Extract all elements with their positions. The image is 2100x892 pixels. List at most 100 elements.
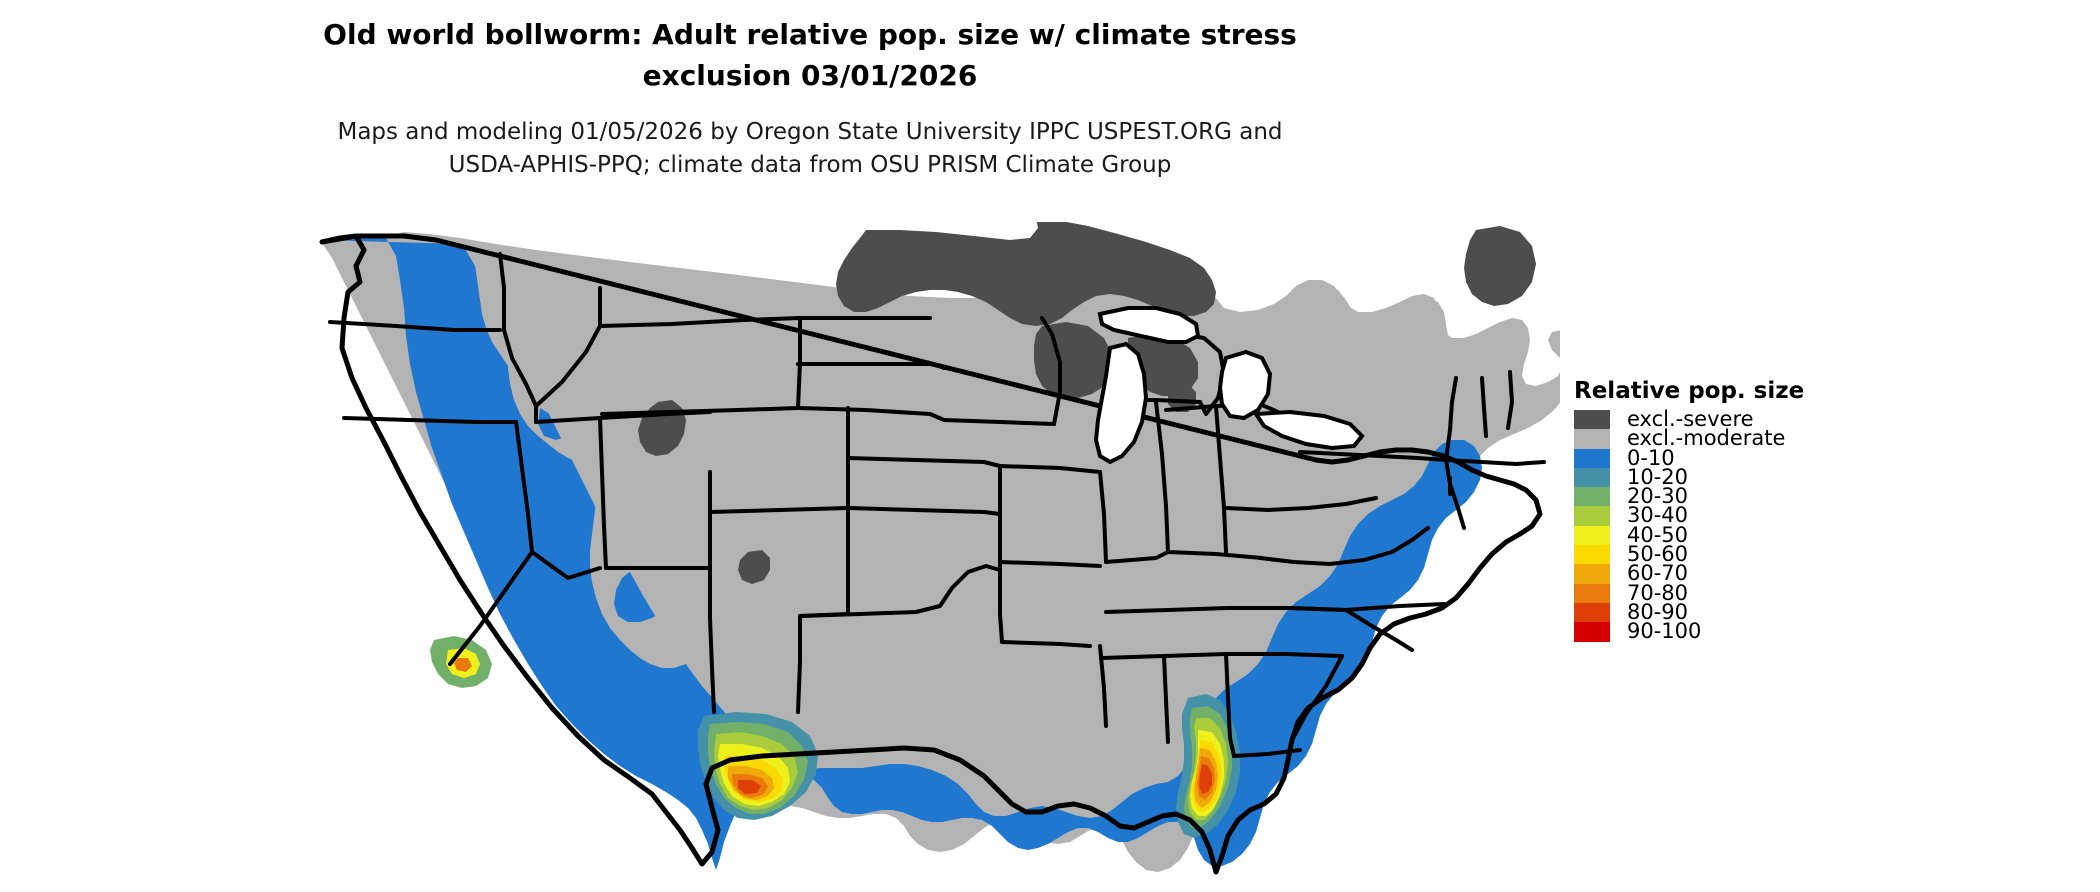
boundary-nc-va [1288, 602, 1446, 612]
boundary-ks-ok [846, 506, 1002, 516]
legend-entry-label: 80-90 [1627, 599, 1689, 624]
legend-title: Relative pop. size [1574, 378, 1805, 404]
subtitle-line-2: USDA-APHIS-PPQ; climate data from OSU PR… [448, 152, 1172, 178]
boundary-nj-pa [1444, 458, 1466, 530]
legend-entry-label: 90-100 [1627, 619, 1702, 644]
map-class-0-10 [320, 234, 1482, 870]
boundary-ga-fl [1232, 748, 1302, 758]
legend-entry: 50-60 [1562, 542, 1892, 567]
boundary-nh-me [1506, 370, 1514, 430]
boundary-mn-ia [942, 418, 1056, 426]
legend-entry: 70-80 [1562, 580, 1892, 605]
legend-color-swatch [1574, 410, 1610, 430]
boundary-wy-co [600, 406, 800, 416]
boundary-il-in [1154, 400, 1170, 554]
legend-entry-label: 30-40 [1627, 503, 1689, 528]
boundary-wv-pa [1224, 496, 1378, 512]
band-80-90-stexas [738, 780, 761, 794]
legend-color-swatch [1574, 545, 1610, 565]
legend-entry-list: excl.-severe excl.-moderate 0-10 10-20 20-30… [1562, 408, 1892, 644]
boundary-ms-al [1162, 654, 1170, 744]
boundary-ok-tx [798, 564, 1002, 618]
legend-entry-label: 10-20 [1627, 464, 1689, 489]
boundary-wa-id [498, 252, 506, 332]
legend-color-swatch [1574, 564, 1610, 584]
lake-michigan [1093, 341, 1149, 465]
legend-entry: 40-50 [1562, 522, 1892, 547]
legend-entry-label: 0-10 [1627, 445, 1675, 470]
map-legend: Relative pop. size excl.-severe excl.-mod… [1562, 378, 1892, 642]
boundary-nd-sd [796, 362, 946, 370]
legend-color-swatch [1574, 622, 1610, 642]
boundary-ia-mo [998, 464, 1102, 474]
legend-entry: excl.-moderate [1562, 428, 1892, 449]
map-svg [319, 222, 1560, 875]
legend-entry: 20-30 [1562, 484, 1892, 509]
boundary-ar-la [1000, 640, 1092, 648]
blue-region-west [320, 234, 1482, 870]
legend-color-swatch [1574, 487, 1610, 507]
map-state-boundaries [319, 233, 1546, 875]
lake-huron-erie [1217, 349, 1273, 421]
legend-entry: 30-40 [1562, 503, 1892, 528]
legend-color-swatch [1574, 602, 1610, 623]
boundary-vt-nh [1480, 376, 1488, 438]
boundary-nv-ut [598, 416, 608, 570]
legend-entry: excl.-severe [1562, 408, 1892, 430]
legend-color-swatch [1574, 429, 1610, 449]
boundary-co-nm [708, 506, 850, 514]
boundary-ca-nv [448, 420, 534, 666]
legend-color-swatch [1574, 467, 1610, 488]
boundary-al-ga [1224, 652, 1236, 758]
boundary-or-id [502, 328, 538, 424]
boundary-or-ca [342, 416, 518, 424]
boundary-la-ms [1098, 644, 1108, 728]
us-choropleth-map [300, 222, 1560, 882]
boundary-wa-or [328, 320, 502, 332]
boundary-nv-az [530, 550, 602, 580]
subtitle-line-1: Maps and modeling 01/05/2026 by Oregon S… [337, 119, 1283, 145]
boundary-ia-il [1098, 470, 1108, 564]
legend-color-swatch [1574, 448, 1610, 468]
legend-entry-label: 70-80 [1627, 580, 1689, 605]
boundary-in-oh [1214, 404, 1228, 554]
grey-patch-utah-small [738, 550, 770, 584]
boundary-mt-wy [598, 316, 802, 328]
boundary-va-wv-md [1258, 526, 1430, 566]
map-transition-bands [430, 636, 1240, 838]
boundary-ma-ct-ri [1444, 458, 1546, 466]
title-line-2: exclusion 03/01/2026 [642, 59, 978, 92]
boundary-pa-ny [1298, 450, 1448, 462]
boundary-sc-nc [1344, 608, 1414, 652]
legend-entry: 0-10 [1562, 445, 1892, 470]
lake-erie-ontario [1252, 409, 1365, 451]
boundary-sd-ne [796, 406, 946, 422]
darkgrey-region-minnesota-nd [836, 222, 1216, 326]
legend-entry: 10-20 [1562, 464, 1892, 489]
figure-title: Old world bollworm: Adult relative pop. … [260, 14, 1360, 96]
darkgrey-region-michigan-small [1168, 384, 1196, 412]
legend-entry-label: 40-50 [1627, 522, 1689, 547]
boundary-az-nm [708, 566, 716, 714]
boundary-mn-wi [1040, 316, 1062, 426]
boundary-ne-ks [846, 456, 1002, 468]
lake-superior [1097, 306, 1201, 344]
legend-color-swatch [1574, 583, 1610, 603]
legend-entry: 60-70 [1562, 563, 1892, 584]
figure-subtitle: Maps and modeling 01/05/2026 by Oregon S… [260, 116, 1360, 182]
legend-entry-label: 20-30 [1627, 484, 1689, 509]
boundary-ne-mo [998, 464, 1004, 644]
legend-color-swatch [1574, 506, 1610, 526]
band-70-80-imperial [454, 658, 472, 672]
legend-entry-label: 50-60 [1627, 542, 1689, 567]
boundary-id-mt-wy [534, 286, 602, 408]
boundary-mo-ar [998, 560, 1102, 568]
boundary-ny-vt-nh-ma [1444, 376, 1458, 462]
darkgrey-region-northern-maine [1464, 226, 1536, 306]
boundary-il-ky [1104, 550, 1264, 564]
title-line-1: Old world bollworm: Adult relative pop. … [323, 18, 1297, 51]
boundary-ga-sc [1290, 654, 1344, 742]
legend-entry: 90-100 [1562, 619, 1892, 644]
legend-color-swatch [1574, 525, 1610, 546]
